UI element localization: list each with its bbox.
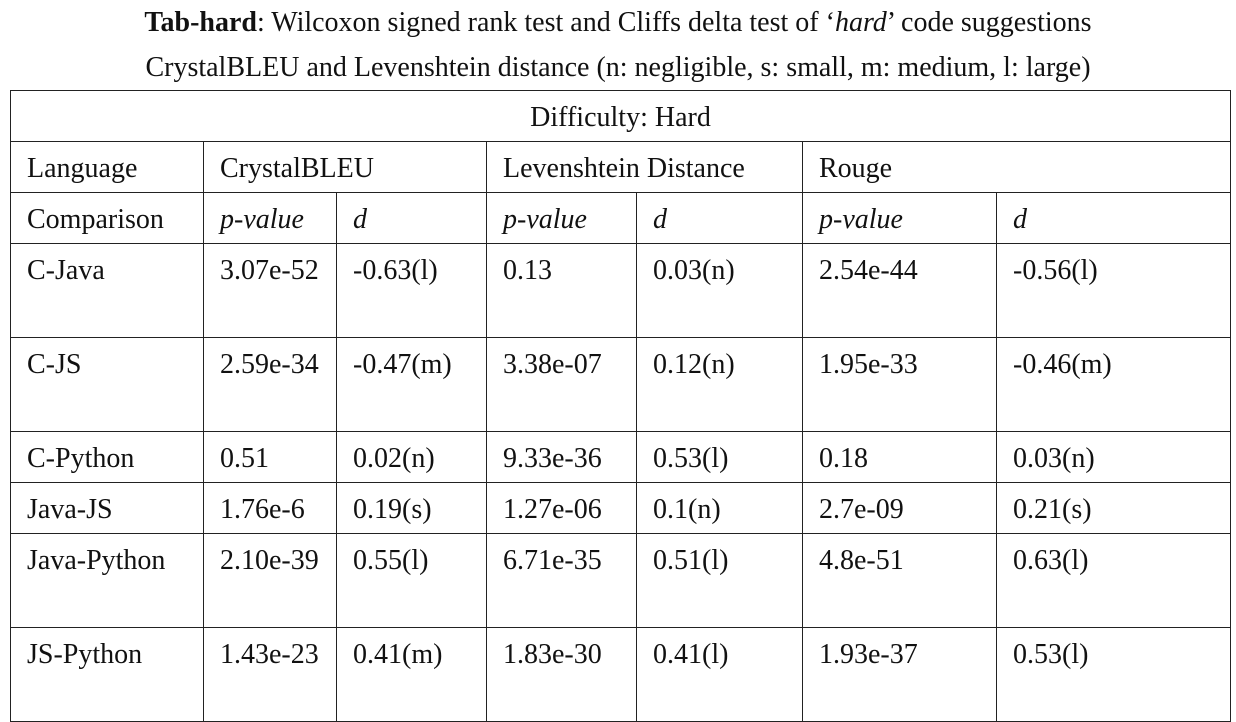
levenshtein-d-cell: 0.41(l): [636, 627, 803, 722]
rouge-p-cell: 2.7e-09: [802, 482, 997, 534]
levenshtein-p-cell: 1.83e-30: [486, 627, 637, 722]
table-row: Java-Python 2.10e-39 0.55(l) 6.71e-35 0.…: [10, 533, 1231, 628]
comparison-cell: JS-Python: [10, 627, 204, 722]
levenshtein-p-cell: 1.27e-06: [486, 482, 637, 534]
subheader-d: d: [996, 192, 1231, 244]
crystalbleu-p-cell: 2.59e-34: [203, 337, 337, 432]
levenshtein-d-cell: 0.12(n): [636, 337, 803, 432]
subheader-d: d: [336, 192, 487, 244]
subheader-p-value: p-value: [486, 192, 637, 244]
levenshtein-d-cell: 0.1(n): [636, 482, 803, 534]
table-row: C-Python 0.51 0.02(n) 9.33e-36 0.53(l) 0…: [10, 431, 1231, 483]
crystalbleu-p-cell: 3.07e-52: [203, 243, 337, 338]
crystalbleu-d-cell: 0.19(s): [336, 482, 487, 534]
levenshtein-d-cell: 0.53(l): [636, 431, 803, 483]
table-row: C-Java 3.07e-52 -0.63(l) 0.13 0.03(n) 2.…: [10, 243, 1231, 338]
levenshtein-d-cell: 0.03(n): [636, 243, 803, 338]
levenshtein-p-cell: 6.71e-35: [486, 533, 637, 628]
metric-header-row: Language CrystalBLEU Levenshtein Distanc…: [10, 141, 1231, 193]
metric-header-rouge: Rouge: [802, 141, 1231, 193]
table-row: Java-JS 1.76e-6 0.19(s) 1.27e-06 0.1(n) …: [10, 482, 1231, 534]
comparison-cell: C-Java: [10, 243, 204, 338]
results-table: Difficulty: Hard Language CrystalBLEU Le…: [10, 90, 1231, 722]
subheader-p-value: p-value: [802, 192, 997, 244]
comparison-cell: C-JS: [10, 337, 204, 432]
comparison-cell: Java-Python: [10, 533, 204, 628]
rouge-d-cell: 0.21(s): [996, 482, 1231, 534]
crystalbleu-d-cell: 0.55(l): [336, 533, 487, 628]
caption-label: Tab-hard: [144, 7, 257, 38]
difficulty-header-row: Difficulty: Hard: [10, 90, 1231, 142]
crystalbleu-d-cell: 0.41(m): [336, 627, 487, 722]
comparison-cell: Java-JS: [10, 482, 204, 534]
rouge-p-cell: 1.95e-33: [802, 337, 997, 432]
crystalbleu-p-cell: 1.43e-23: [203, 627, 337, 722]
table-row: JS-Python 1.43e-23 0.41(m) 1.83e-30 0.41…: [10, 627, 1231, 722]
metric-header-crystalbleu: CrystalBLEU: [203, 141, 487, 193]
subheader-d: d: [636, 192, 803, 244]
crystalbleu-d-cell: -0.47(m): [336, 337, 487, 432]
rouge-d-cell: -0.56(l): [996, 243, 1231, 338]
table-caption-line-1: Tab-hard: Wilcoxon signed rank test and …: [0, 0, 1236, 46]
levenshtein-p-cell: 0.13: [486, 243, 637, 338]
difficulty-header: Difficulty: Hard: [10, 90, 1231, 142]
metric-header-levenshtein: Levenshtein Distance: [486, 141, 803, 193]
comparison-cell: C-Python: [10, 431, 204, 483]
caption-text-italic: hard: [834, 7, 887, 38]
rouge-p-cell: 4.8e-51: [802, 533, 997, 628]
levenshtein-p-cell: 9.33e-36: [486, 431, 637, 483]
subheader-p-value: p-value: [203, 192, 337, 244]
caption-text-b: ’ code suggestions: [886, 7, 1092, 38]
table-row: C-JS 2.59e-34 -0.47(m) 3.38e-07 0.12(n) …: [10, 337, 1231, 432]
subheader-row: Comparison p-value d p-value d p-value d: [10, 192, 1231, 244]
crystalbleu-p-cell: 2.10e-39: [203, 533, 337, 628]
rouge-d-cell: 0.63(l): [996, 533, 1231, 628]
language-header: Language: [10, 141, 204, 193]
rouge-d-cell: 0.03(n): [996, 431, 1231, 483]
caption-text-a: : Wilcoxon signed rank test and Cliffs d…: [256, 7, 835, 38]
crystalbleu-d-cell: -0.63(l): [336, 243, 487, 338]
rouge-p-cell: 1.93e-37: [802, 627, 997, 722]
crystalbleu-p-cell: 1.76e-6: [203, 482, 337, 534]
crystalbleu-d-cell: 0.02(n): [336, 431, 487, 483]
rouge-p-cell: 0.18: [802, 431, 997, 483]
levenshtein-d-cell: 0.51(l): [636, 533, 803, 628]
rouge-d-cell: -0.46(m): [996, 337, 1231, 432]
rouge-d-cell: 0.53(l): [996, 627, 1231, 722]
rouge-p-cell: 2.54e-44: [802, 243, 997, 338]
crystalbleu-p-cell: 0.51: [203, 431, 337, 483]
levenshtein-p-cell: 3.38e-07: [486, 337, 637, 432]
comparison-header: Comparison: [10, 192, 204, 244]
table-caption-line-2: CrystalBLEU and Levenshtein distance (n:…: [145, 52, 1091, 83]
